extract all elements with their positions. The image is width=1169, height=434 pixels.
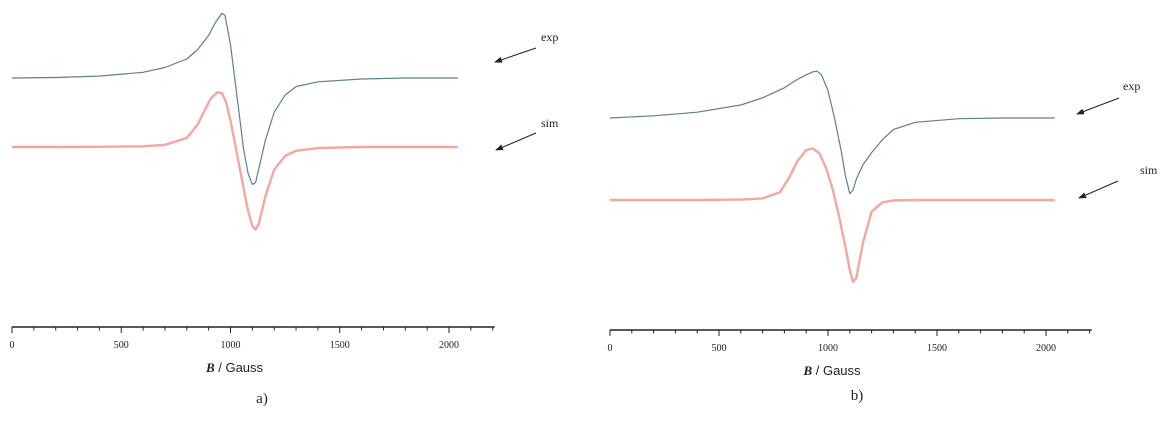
x-axis-label-unit: / Gauss [215, 360, 264, 375]
x-tick-label: 2000 [1036, 343, 1056, 354]
arrow-exp [1076, 97, 1120, 115]
x-tick-label: 500 [712, 343, 727, 354]
x-tick-label: 1000 [221, 340, 241, 351]
x-tick-label: 1000 [818, 343, 838, 354]
x-axis-label-unit: / Gauss [812, 363, 861, 378]
panel-caption: b) [851, 388, 864, 404]
chart-panel-b: exp sim 0 500 1000 1500 2000 B / Gauss b) [608, 70, 1158, 404]
x-tick-label: 0 [10, 340, 15, 351]
x-axis-label-symbol: B [205, 360, 215, 375]
x-tick-label: 1500 [330, 340, 350, 351]
x-axis-label: B / Gauss [802, 363, 861, 378]
series-label-exp: exp [1123, 79, 1140, 93]
x-tick-label: 2000 [439, 340, 459, 351]
arrow-exp [494, 47, 537, 63]
x-axis-label: B / Gauss [205, 360, 264, 375]
x-tick-label: 500 [114, 340, 129, 351]
series-line-exp [11, 12, 458, 185]
series-line-exp [609, 70, 1055, 195]
series-line-sim [12, 91, 458, 231]
series-label-sim: sim [541, 116, 559, 130]
series-label-exp: exp [541, 30, 558, 44]
panel-caption: a) [256, 391, 268, 407]
series-line-sim [610, 147, 1055, 284]
x-tick-label: 1500 [927, 343, 947, 354]
arrow-sim [495, 132, 537, 151]
x-axis-label-symbol: B [802, 363, 812, 378]
chart-panel-a: exp sim 0 500 1000 1500 2000 B / Gauss a) [10, 12, 559, 407]
x-tick-label: 0 [608, 343, 613, 354]
series-label-sim: sim [1140, 163, 1158, 177]
arrow-sim [1078, 180, 1119, 199]
